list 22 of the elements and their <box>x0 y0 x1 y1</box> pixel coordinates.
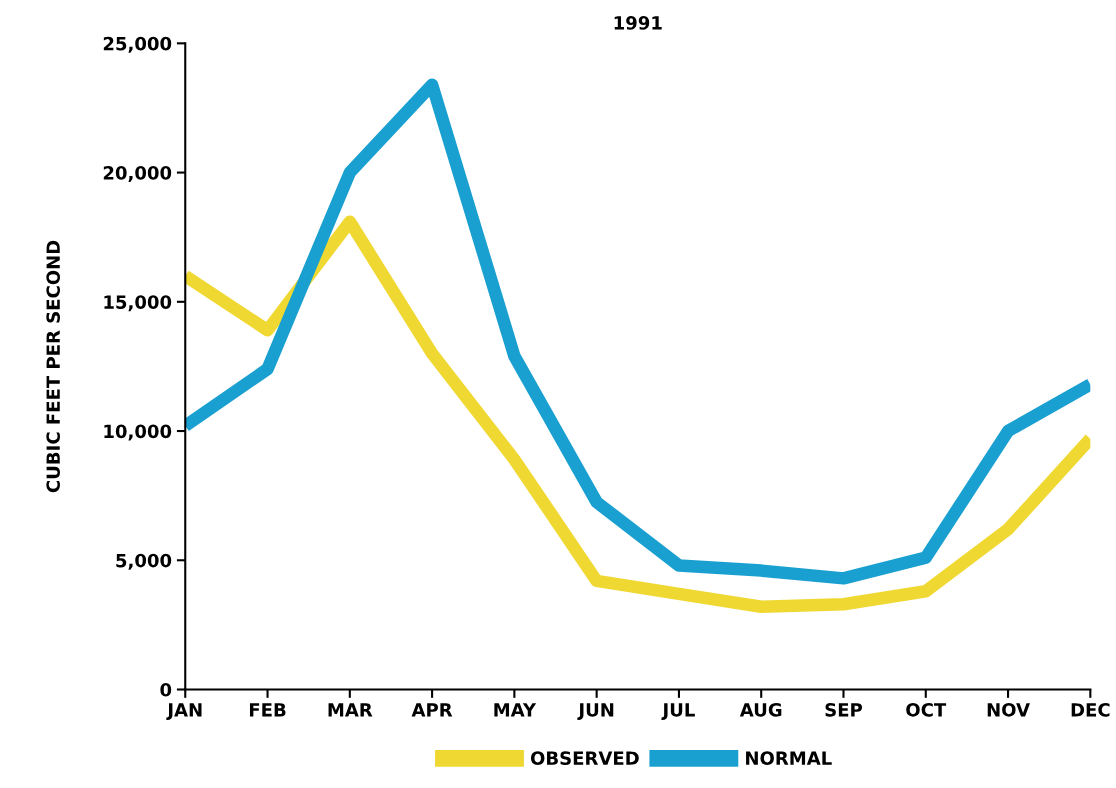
x-tick-label: MAY <box>494 703 537 717</box>
x-tick-label: JAN <box>166 703 202 721</box>
x-tick-label: NOV <box>987 703 1030 717</box>
x-tick-label: OCT <box>906 703 947 717</box>
x-tick-label: AUG <box>739 703 782 717</box>
x-tick-label: JUL <box>661 703 695 721</box>
y-axis-title: CUBIC FEET PER SECOND <box>46 240 60 493</box>
y-tick-label: 10,000 <box>104 424 172 441</box>
x-tick-label: APR <box>411 703 453 717</box>
chart-title: 1991 <box>614 16 662 30</box>
y-tick-label: 25,000 <box>103 36 172 53</box>
y-tick-label: 0 <box>160 682 172 697</box>
legend-label: OBSERVED <box>530 751 639 765</box>
x-tick-label: JUN <box>577 703 614 721</box>
legend-label: NORMAL <box>746 751 832 765</box>
y-tick-label: 15,000 <box>104 295 172 312</box>
y-tick-label: 20,000 <box>103 166 172 182</box>
x-tick-label: FEB <box>249 703 286 717</box>
x-tick-label: SEP <box>825 703 863 717</box>
y-tick-label: 5,000 <box>116 553 172 570</box>
x-tick-label: DEC <box>1071 703 1110 717</box>
x-tick-label: MAR <box>328 703 373 717</box>
